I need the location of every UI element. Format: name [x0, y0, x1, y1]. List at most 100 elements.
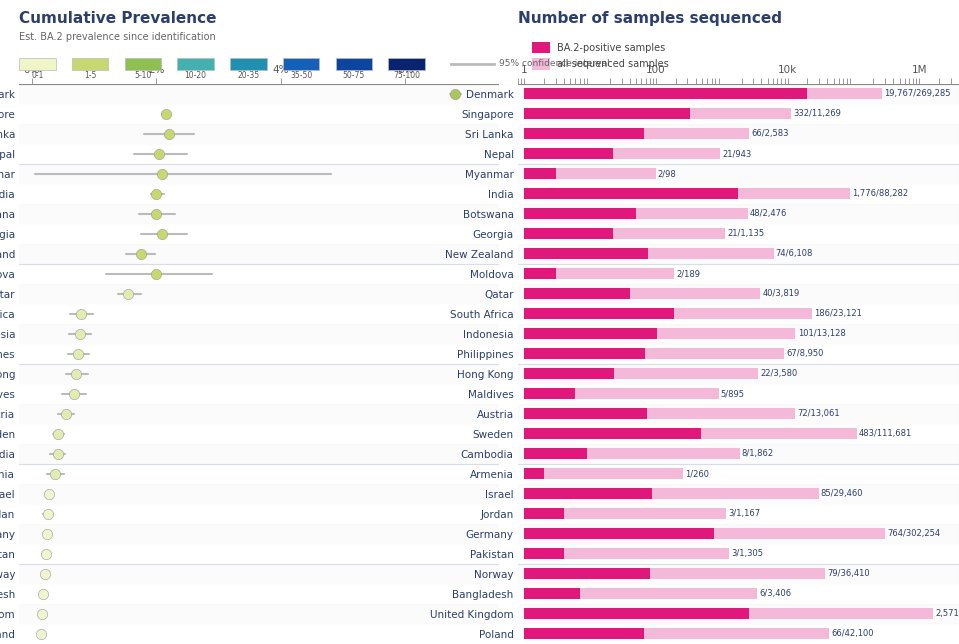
Bar — [19, 584, 499, 604]
Bar — [19, 224, 499, 244]
Bar — [525, 549, 730, 560]
Text: 1,776/88,282: 1,776/88,282 — [853, 189, 908, 198]
Point — [41, 489, 57, 499]
Bar — [19, 364, 499, 384]
Bar — [19, 404, 499, 424]
Point — [38, 549, 54, 559]
Point — [71, 348, 86, 359]
Text: 6/3,406: 6/3,406 — [759, 589, 791, 598]
Text: 85/29,460: 85/29,460 — [821, 489, 863, 498]
Bar — [518, 404, 959, 424]
Bar — [525, 488, 651, 500]
Bar — [525, 148, 613, 159]
Text: all sequenced samples: all sequenced samples — [557, 59, 669, 69]
Bar — [19, 624, 499, 644]
Bar — [518, 444, 959, 464]
Bar — [19, 384, 499, 404]
Bar — [518, 284, 959, 304]
Bar — [19, 104, 499, 124]
Bar — [518, 584, 959, 604]
Text: 50-75: 50-75 — [342, 71, 365, 80]
Text: 10-20: 10-20 — [185, 71, 206, 80]
Bar — [525, 308, 674, 319]
Text: 21/943: 21/943 — [722, 149, 752, 158]
Bar — [518, 184, 959, 204]
Text: Number of samples sequenced: Number of samples sequenced — [518, 11, 782, 26]
Bar — [525, 289, 760, 299]
Bar — [525, 108, 791, 119]
Bar — [525, 468, 544, 479]
Text: 2/189: 2/189 — [676, 269, 700, 278]
Bar — [525, 249, 647, 260]
Point — [158, 109, 174, 119]
Bar — [518, 144, 959, 164]
Point — [34, 629, 49, 639]
Bar — [525, 269, 555, 279]
Bar — [525, 208, 748, 220]
Text: 22/3,580: 22/3,580 — [760, 370, 798, 379]
Text: Cumulative Prevalence: Cumulative Prevalence — [19, 11, 217, 26]
Text: BA.2-positive samples: BA.2-positive samples — [557, 43, 666, 53]
Point — [154, 169, 170, 179]
Bar — [518, 124, 959, 144]
Bar — [518, 624, 959, 644]
Point — [69, 369, 84, 379]
Text: 483/111,681: 483/111,681 — [859, 430, 912, 439]
Bar — [19, 84, 499, 104]
Point — [48, 469, 63, 479]
Text: 66/2,583: 66/2,583 — [751, 129, 788, 138]
Bar — [525, 629, 829, 639]
Text: 20-35: 20-35 — [237, 71, 260, 80]
Bar — [19, 304, 499, 324]
Bar — [518, 364, 959, 384]
Bar — [525, 529, 714, 540]
Bar — [525, 168, 555, 179]
Bar — [525, 529, 885, 540]
Bar — [19, 324, 499, 344]
Bar — [518, 224, 959, 244]
Text: 2/98: 2/98 — [658, 169, 676, 178]
Text: 66/42,100: 66/42,100 — [830, 629, 874, 638]
Bar — [525, 128, 749, 139]
Bar — [525, 328, 657, 339]
Text: 5/895: 5/895 — [721, 390, 745, 399]
Bar — [525, 589, 580, 600]
Text: 1/260: 1/260 — [686, 469, 710, 478]
Bar — [19, 524, 499, 544]
Point — [133, 249, 149, 259]
Bar — [518, 324, 959, 344]
Text: 75-100: 75-100 — [393, 71, 420, 80]
Text: 21/1,135: 21/1,135 — [728, 229, 764, 238]
Bar — [525, 88, 882, 99]
Bar — [525, 249, 774, 260]
Bar — [518, 344, 959, 364]
Point — [448, 89, 463, 99]
Bar — [525, 388, 718, 399]
Bar — [525, 508, 564, 520]
Text: 35-50: 35-50 — [290, 71, 313, 80]
Point — [121, 289, 136, 299]
Bar — [525, 549, 564, 560]
Point — [51, 429, 66, 439]
Bar — [525, 168, 656, 179]
Text: 0-1: 0-1 — [32, 71, 43, 80]
Bar — [19, 144, 499, 164]
Bar — [525, 488, 819, 500]
Bar — [525, 128, 644, 139]
Point — [154, 229, 170, 239]
Bar — [525, 408, 795, 419]
Point — [74, 308, 89, 319]
Text: 3/1,167: 3/1,167 — [729, 509, 760, 518]
Bar — [525, 348, 644, 359]
Bar — [19, 484, 499, 504]
Bar — [518, 164, 959, 184]
Bar — [19, 464, 499, 484]
Bar — [525, 228, 613, 240]
Point — [149, 269, 164, 279]
Bar — [525, 308, 811, 319]
Bar — [518, 104, 959, 124]
Bar — [518, 464, 959, 484]
Bar — [518, 504, 959, 524]
Text: Est. BA.2 prevalence since identification: Est. BA.2 prevalence since identificatio… — [19, 32, 216, 42]
Bar — [518, 264, 959, 284]
